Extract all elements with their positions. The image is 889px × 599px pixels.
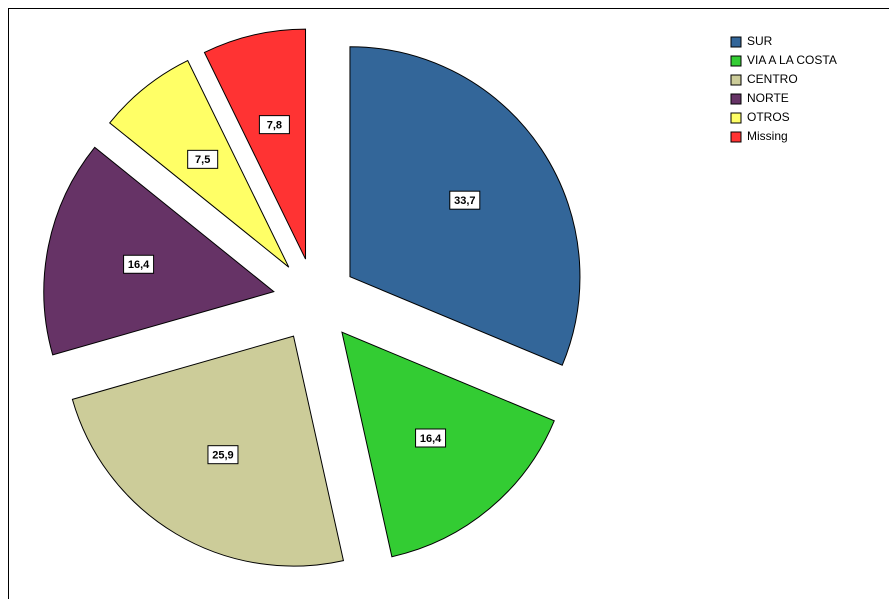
- label-box: [207, 445, 239, 465]
- pie-slice: [43, 146, 275, 356]
- legend-label: VIA A LA COSTA: [747, 53, 837, 67]
- data-label: 25,9: [212, 450, 233, 462]
- legend-label: Missing: [747, 129, 788, 143]
- legend-swatch: [730, 93, 742, 105]
- label-box: [449, 190, 481, 210]
- legend-label: NORTE: [747, 91, 789, 105]
- label-box: [187, 149, 219, 169]
- label-box: [415, 428, 447, 448]
- legend-swatch: [730, 131, 742, 143]
- pie-slice: [341, 331, 555, 558]
- legend-label: CENTRO: [747, 72, 798, 86]
- legend-swatch: [730, 74, 742, 86]
- legend-swatch: [730, 112, 742, 124]
- pie-slice: [203, 28, 307, 260]
- legend-label: OTROS: [747, 110, 790, 124]
- legend-swatch: [730, 36, 742, 48]
- data-label: 16,4: [128, 259, 150, 271]
- legend-label: SUR: [747, 34, 773, 48]
- legend-swatch: [730, 55, 742, 67]
- data-label: 16,4: [420, 433, 442, 445]
- data-label: 7,8: [267, 120, 282, 132]
- data-label: 33,7: [454, 195, 475, 207]
- label-box: [258, 115, 290, 135]
- label-box: [123, 254, 155, 274]
- data-label: 7,5: [195, 154, 210, 166]
